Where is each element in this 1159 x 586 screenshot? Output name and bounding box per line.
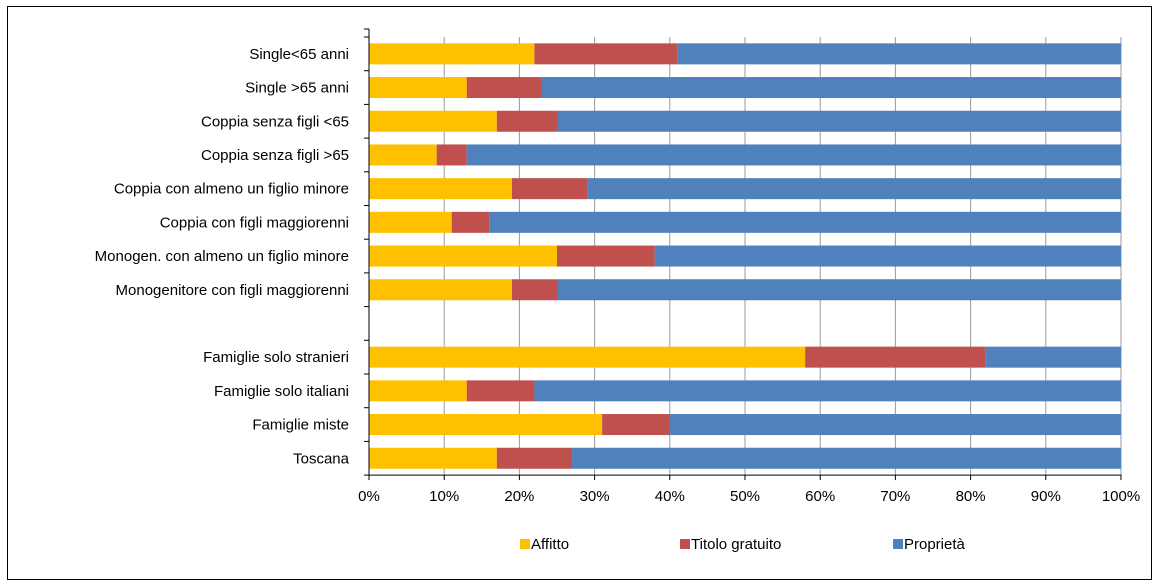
bar-segment <box>557 279 1121 301</box>
bar-segment <box>466 77 542 99</box>
bar-segment <box>489 211 1121 233</box>
bar-segment <box>369 211 452 233</box>
x-tick-label: 90% <box>1031 488 1061 505</box>
bar-segment <box>534 380 1121 402</box>
bar-segment <box>466 380 535 402</box>
bar-segment <box>985 346 1121 368</box>
legend-label: Affitto <box>531 536 569 553</box>
x-tick-label: 80% <box>956 488 986 505</box>
bar-segment <box>654 245 1121 267</box>
bar-segment <box>369 77 467 99</box>
legend-label: Titolo gratuito <box>691 536 781 553</box>
bar-segment <box>369 346 806 368</box>
legend: Affitto Titolo gratuito Proprietà <box>520 536 966 553</box>
bar-segment <box>677 43 1121 65</box>
legend-label: Proprietà <box>904 536 966 553</box>
bar-segment <box>541 77 1121 99</box>
bar-segment <box>451 211 490 233</box>
bar-segment <box>496 447 573 469</box>
bar-segment <box>369 279 512 301</box>
bar-segment <box>511 178 588 200</box>
bar-segment <box>602 414 670 436</box>
bars <box>369 43 1121 469</box>
category-label: Famiglie solo italiani <box>214 383 349 400</box>
bar-segment <box>511 279 557 301</box>
bar-segment <box>669 414 1121 436</box>
x-tick-label: 40% <box>655 488 685 505</box>
bar-segment <box>496 110 557 132</box>
category-label: Famiglie miste <box>252 417 349 434</box>
bar-segment <box>557 245 655 267</box>
bar-segment <box>557 110 1121 132</box>
legend-swatch <box>520 539 530 549</box>
x-tick-label: 50% <box>730 488 760 505</box>
x-tick-label: 30% <box>580 488 610 505</box>
category-label: Coppia con figli maggiorenni <box>160 214 349 231</box>
legend-swatch <box>680 539 690 549</box>
bar-segment <box>369 380 467 402</box>
bar-segment <box>369 414 603 436</box>
x-tick-label: 60% <box>805 488 835 505</box>
bar-segment <box>587 178 1121 200</box>
category-label: Toscana <box>293 450 350 467</box>
category-label: Famiglie solo stranieri <box>203 349 349 366</box>
category-label: Monogen. con almeno un figlio minore <box>95 248 349 265</box>
x-tick-label: 70% <box>880 488 910 505</box>
bar-segment <box>534 43 678 65</box>
x-tick-label: 0% <box>358 488 380 505</box>
bar-segment <box>436 144 467 166</box>
x-tick-label: 100% <box>1102 488 1140 505</box>
category-label: Coppia con almeno un figlio minore <box>114 181 349 198</box>
x-tick-label: 10% <box>429 488 459 505</box>
category-label: Single<65 anni <box>249 46 349 63</box>
bar-segment <box>369 43 535 65</box>
bar-segment <box>572 447 1121 469</box>
x-tick-label: 20% <box>504 488 534 505</box>
axes <box>364 28 1122 481</box>
bar-segment <box>369 144 437 166</box>
category-label: Single >65 anni <box>245 80 349 97</box>
category-labels: Single<65 anni Single >65 anni Coppia senz… <box>95 46 350 467</box>
bar-segment <box>369 447 497 469</box>
bar-segment <box>369 110 497 132</box>
x-tick-labels: 0% 10% 20% 30% 40% 50% 60% 70% 80% 90% 100% <box>358 488 1140 505</box>
bar-segment <box>369 245 557 267</box>
bar-segment <box>805 346 986 368</box>
bar-segment <box>466 144 1121 166</box>
category-label: Monogenitore con figli maggiorenni <box>116 282 349 299</box>
bar-segment <box>369 178 512 200</box>
category-label: Coppia senza figli <65 <box>201 113 349 130</box>
legend-swatch <box>893 539 903 549</box>
category-label: Coppia senza figli >65 <box>201 147 349 164</box>
